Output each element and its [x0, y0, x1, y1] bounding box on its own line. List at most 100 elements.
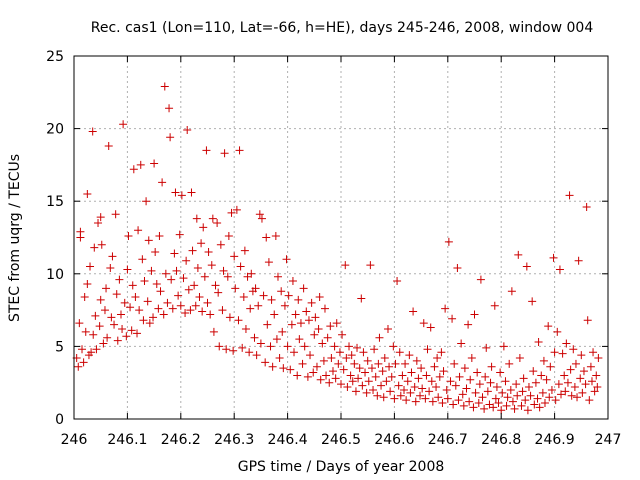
data-point [100, 306, 109, 315]
data-point [592, 371, 601, 380]
data-point [119, 120, 128, 129]
data-point [96, 295, 105, 304]
data-point [405, 351, 414, 360]
data-point [271, 232, 280, 241]
data-point [458, 390, 467, 399]
data-point [234, 316, 243, 325]
data-point [544, 322, 553, 331]
data-point [238, 343, 247, 352]
data-points [72, 82, 603, 415]
data-point [497, 406, 506, 415]
data-point [282, 255, 291, 264]
data-point [357, 294, 366, 303]
data-point [299, 284, 308, 293]
data-point [459, 401, 468, 410]
data-point [118, 324, 127, 333]
data-point [449, 400, 458, 409]
data-point [149, 313, 158, 322]
data-point [91, 311, 100, 320]
data-point [328, 367, 337, 376]
data-point [435, 372, 444, 381]
data-point [517, 401, 526, 410]
data-point [312, 362, 321, 371]
data-point [443, 394, 452, 403]
x-tick-label: 247 [595, 432, 622, 448]
data-point [369, 385, 378, 394]
x-tick-label: 246.7 [428, 432, 468, 448]
data-point [115, 275, 124, 284]
data-point [293, 371, 302, 380]
data-point [295, 335, 304, 344]
data-point [382, 377, 391, 386]
data-point [338, 330, 347, 339]
data-point [446, 377, 455, 386]
data-point [462, 384, 471, 393]
data-point [542, 375, 551, 384]
data-point [353, 343, 362, 352]
data-point [87, 348, 96, 357]
data-point [581, 380, 590, 389]
data-point [492, 383, 501, 392]
data-point [557, 390, 566, 399]
data-point [487, 362, 496, 371]
data-point [255, 210, 264, 219]
data-point [209, 327, 218, 336]
data-point [138, 255, 147, 264]
data-point [139, 316, 148, 325]
data-point [350, 359, 359, 368]
data-point [79, 358, 88, 367]
data-point [482, 343, 491, 352]
data-point [441, 304, 450, 313]
data-point [363, 356, 372, 365]
data-point [163, 298, 172, 307]
data-point [362, 388, 371, 397]
data-point [154, 304, 163, 313]
data-point [569, 345, 578, 354]
data-point [410, 383, 419, 392]
data-point [417, 364, 426, 373]
data-point [563, 378, 572, 387]
data-point [514, 250, 523, 259]
data-point [553, 327, 562, 336]
data-point [150, 159, 159, 168]
data-point [444, 237, 453, 246]
data-point [576, 374, 585, 383]
data-point [78, 345, 87, 354]
data-point [156, 287, 165, 296]
data-point [403, 377, 412, 386]
grid-layer [74, 56, 608, 419]
data-point [254, 301, 263, 310]
data-point [203, 298, 212, 307]
y-tick-label: 5 [55, 339, 64, 355]
data-point [83, 189, 92, 198]
data-point [261, 358, 270, 367]
data-point [537, 371, 546, 380]
data-point [177, 191, 186, 200]
data-point [155, 232, 164, 241]
data-point [387, 372, 396, 381]
data-point [378, 367, 387, 376]
data-point [523, 406, 532, 415]
data-point [211, 281, 220, 290]
data-point [216, 240, 225, 249]
data-point [393, 277, 402, 286]
data-point [345, 342, 354, 351]
data-point [140, 277, 149, 286]
data-point [152, 279, 161, 288]
data-point [287, 320, 296, 329]
data-point [122, 332, 131, 341]
data-point [585, 396, 594, 405]
data-point [166, 133, 175, 142]
y-tick-label: 10 [46, 267, 64, 283]
data-point [307, 298, 316, 307]
data-point [120, 298, 129, 307]
data-point [81, 327, 90, 336]
data-point [171, 188, 180, 197]
data-point [190, 281, 199, 290]
data-point [419, 319, 428, 328]
data-point [124, 232, 133, 241]
data-point [513, 391, 522, 400]
data-point [582, 203, 591, 212]
data-point [160, 82, 169, 91]
data-point [232, 205, 241, 214]
